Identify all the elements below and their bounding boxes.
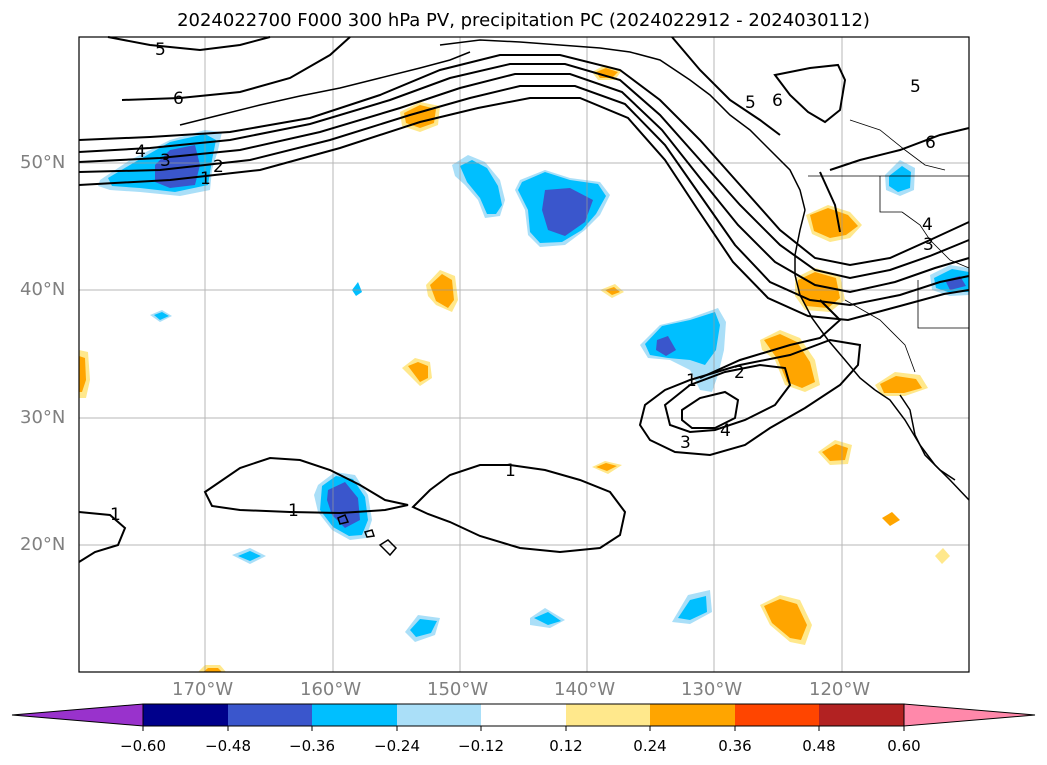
contour-label: 6 xyxy=(772,91,783,111)
colorbar-label: −0.24 xyxy=(374,737,420,755)
negative-anomaly-area xyxy=(460,160,502,214)
contour-label: 1 xyxy=(200,169,211,189)
colorbar-label: 0.60 xyxy=(887,737,921,755)
colorbar-label: 0.24 xyxy=(633,737,667,755)
contour-label: 1 xyxy=(110,505,121,525)
lon-label: 160°W xyxy=(300,679,362,700)
lon-label: 140°W xyxy=(554,679,616,700)
colorbar-label: −0.60 xyxy=(120,737,166,755)
colorbar-segment xyxy=(397,704,481,726)
positive-anomaly-area xyxy=(810,208,858,238)
colorbar-label: 0.12 xyxy=(549,737,583,755)
colorbar-label: 0.48 xyxy=(802,737,836,755)
lat-label: 30°N xyxy=(20,407,66,428)
contour-label: 4 xyxy=(720,421,731,441)
positive-anomaly-area xyxy=(764,334,815,388)
positive-anomaly-area xyxy=(764,599,807,640)
negative-anomaly-area xyxy=(154,312,169,320)
positive-anomaly-area xyxy=(203,668,222,672)
coastlines xyxy=(179,39,970,557)
positive-anomaly-area xyxy=(79,356,86,392)
pv-contours xyxy=(78,36,970,563)
negative-anomaly-area xyxy=(542,188,593,236)
contour-label: 1 xyxy=(288,501,299,521)
negative-anomaly-area xyxy=(656,336,676,356)
colorbar-extend-min xyxy=(11,703,144,727)
negative-anomaly-area xyxy=(352,282,362,296)
colorbar-segment xyxy=(819,704,904,726)
lat-label: 40°N xyxy=(20,279,66,300)
contour-label: 3 xyxy=(160,151,171,171)
map-title: 2024022700 F000 300 hPa PV, precipitatio… xyxy=(177,10,870,31)
negative-anomaly-area xyxy=(238,551,261,561)
lat-label: 20°N xyxy=(20,534,66,555)
colorbar-segment xyxy=(481,704,566,726)
negative-anomaly-area xyxy=(410,619,437,637)
contour-labels: 5 6 4 3 2 1 5 6 5 6 4 3 1 2 3 4 1 1 1 xyxy=(110,40,936,525)
colorbar-segment xyxy=(650,704,735,726)
contour-label: 2 xyxy=(734,363,745,383)
colorbar xyxy=(11,703,1036,731)
negative-anomaly-area xyxy=(678,596,707,620)
colorbar-segment xyxy=(143,704,228,726)
colorbar-label: −0.48 xyxy=(205,737,251,755)
contour-label: 5 xyxy=(155,40,166,60)
contour-label: 4 xyxy=(135,142,146,162)
plot-area xyxy=(79,37,969,672)
positive-anomaly-area xyxy=(408,362,428,382)
negative-anomaly-area xyxy=(327,482,360,528)
contour-label: 3 xyxy=(680,433,691,453)
contour-label: 5 xyxy=(910,77,921,97)
lon-label: 130°W xyxy=(681,679,743,700)
contour-label: 1 xyxy=(686,371,697,391)
negative-anomaly-area xyxy=(534,612,561,625)
positive-anomaly-area xyxy=(596,463,617,471)
lon-label: 170°W xyxy=(172,679,234,700)
lat-label: 50°N xyxy=(20,152,66,173)
colorbar-label: 0.36 xyxy=(718,737,752,755)
positive-anomaly-area xyxy=(430,274,454,308)
contour-label: 3 xyxy=(923,235,934,255)
plot-frame xyxy=(78,36,970,673)
colorbar-segment xyxy=(228,704,312,726)
colorbar-segment xyxy=(735,704,819,726)
positive-anomaly-area xyxy=(880,376,922,393)
contour-label: 4 xyxy=(922,215,933,235)
colorbar-segment xyxy=(566,704,650,726)
colorbar-extend-max xyxy=(903,703,1036,727)
contour-label: 6 xyxy=(925,133,936,153)
positive-anomaly-area xyxy=(935,548,950,564)
colorbar-label: −0.36 xyxy=(289,737,335,755)
contour-label: 6 xyxy=(173,89,184,109)
colorbar-label: −0.12 xyxy=(458,737,504,755)
contour-label: 5 xyxy=(745,93,756,113)
lon-label: 120°W xyxy=(809,679,871,700)
contour-label: 2 xyxy=(213,157,224,177)
positive-anomaly-area xyxy=(605,287,620,295)
negative-anomaly-area xyxy=(889,166,911,192)
lon-label: 150°W xyxy=(427,679,489,700)
positive-anomaly-area xyxy=(882,512,900,526)
contour-label: 1 xyxy=(505,461,516,481)
colorbar-segment xyxy=(312,704,397,726)
precip-anomaly-shading xyxy=(79,65,969,672)
